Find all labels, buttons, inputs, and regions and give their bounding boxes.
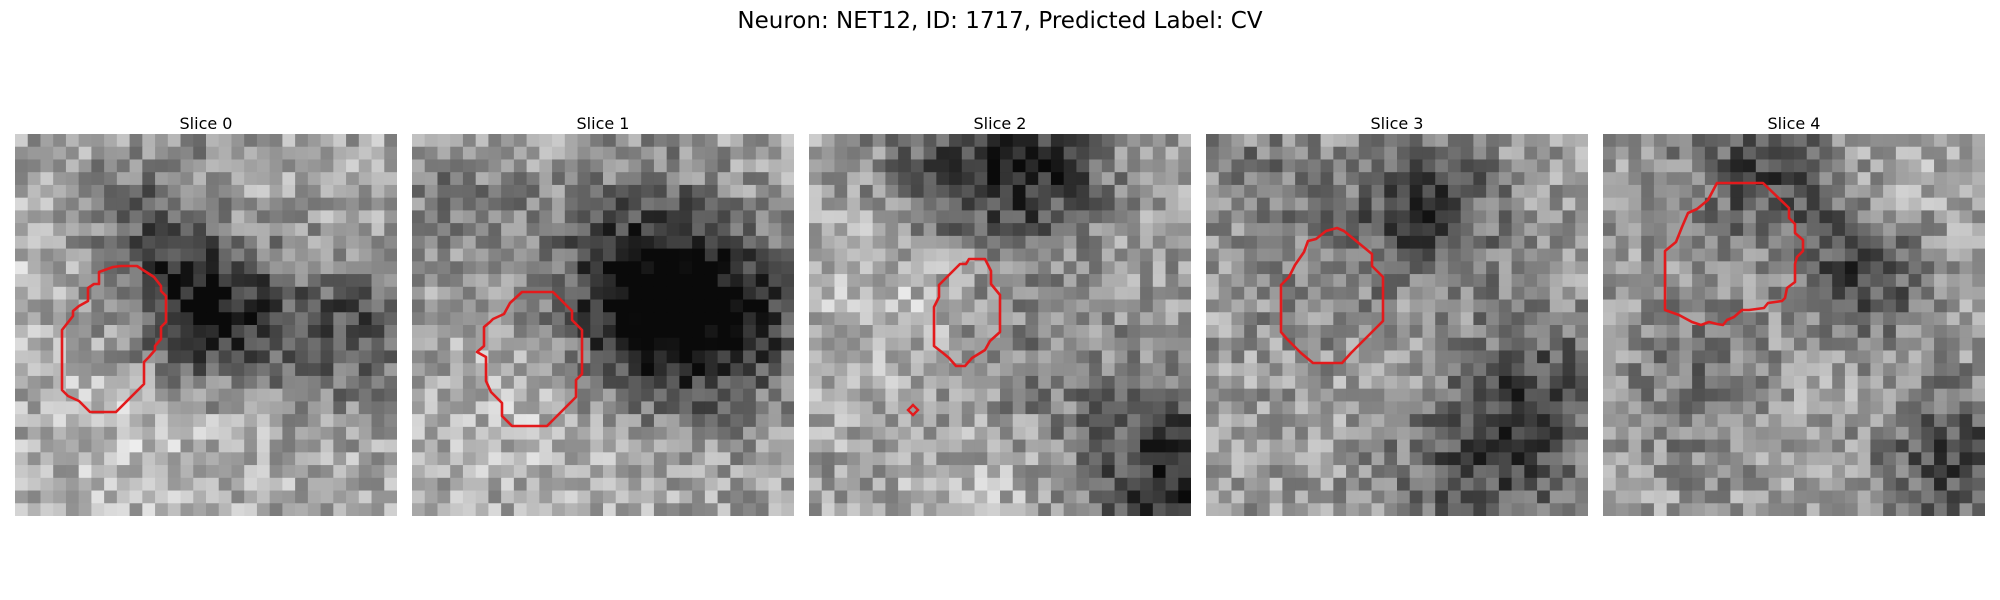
segmentation-outline [1279, 226, 1385, 365]
pixel-grid [1206, 134, 1588, 516]
slice-title: Slice 3 [1370, 114, 1424, 133]
slice-image [15, 134, 397, 516]
segmentation-outline [475, 290, 584, 428]
segmentation-outline [932, 257, 1002, 368]
pixel-grid [809, 134, 1191, 516]
slice-image [412, 134, 794, 516]
slice-title: Slice 2 [973, 114, 1027, 133]
slice-title: Slice 4 [1767, 114, 1821, 133]
slice-title: Slice 1 [576, 114, 630, 133]
slice-image [809, 134, 1191, 516]
segmentation-outline [1663, 181, 1805, 327]
slice-image [1603, 134, 1985, 516]
segmentation-outline [60, 264, 168, 414]
figure-title: Neuron: NET12, ID: 1717, Predicted Label… [737, 8, 1263, 34]
pixel-grid [15, 134, 397, 516]
slice-title: Slice 0 [179, 114, 233, 133]
pixel-grid [412, 134, 794, 516]
pixel-grid [1603, 134, 1985, 516]
slice-image [1206, 134, 1588, 516]
segmentation-outline-small [906, 403, 920, 417]
